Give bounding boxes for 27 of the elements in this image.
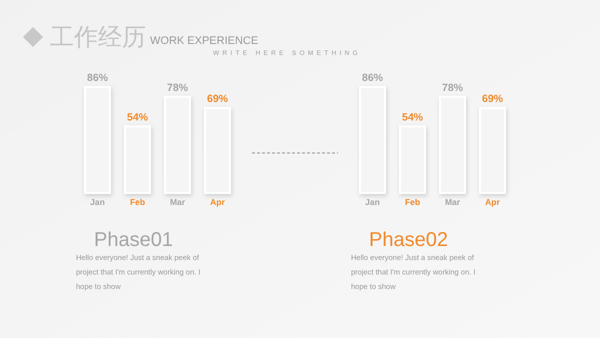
x-tick-label: Jan [365,197,380,207]
text: WORK EXPERIENCE [150,35,258,47]
x-tick-label: Apr [210,197,226,207]
bar [439,96,466,194]
x-tick-label: Mar [444,197,461,207]
x-tick-label: Feb [130,197,146,207]
bar [204,106,231,194]
bar [124,125,151,194]
text: Phase02 [369,229,448,251]
bar [164,96,191,194]
text: Phase01 [94,229,173,251]
x-tick-label: Jan [90,197,105,207]
bar [399,125,426,194]
x-tick-label: Feb [404,197,420,207]
data-label: 86% [362,72,384,84]
bar [84,86,111,194]
x-tick-label: Apr [485,197,501,207]
data-label: 69% [482,92,504,105]
data-label: 86% [86,72,109,84]
data-label: 78% [166,82,189,94]
data-label: 69% [206,92,229,105]
data-label: 54% [126,111,149,124]
x-tick-label: Mar [170,197,186,207]
bar [479,106,506,194]
data-label: 54% [402,111,424,124]
data-label: 78% [442,82,464,94]
bar [359,86,386,194]
